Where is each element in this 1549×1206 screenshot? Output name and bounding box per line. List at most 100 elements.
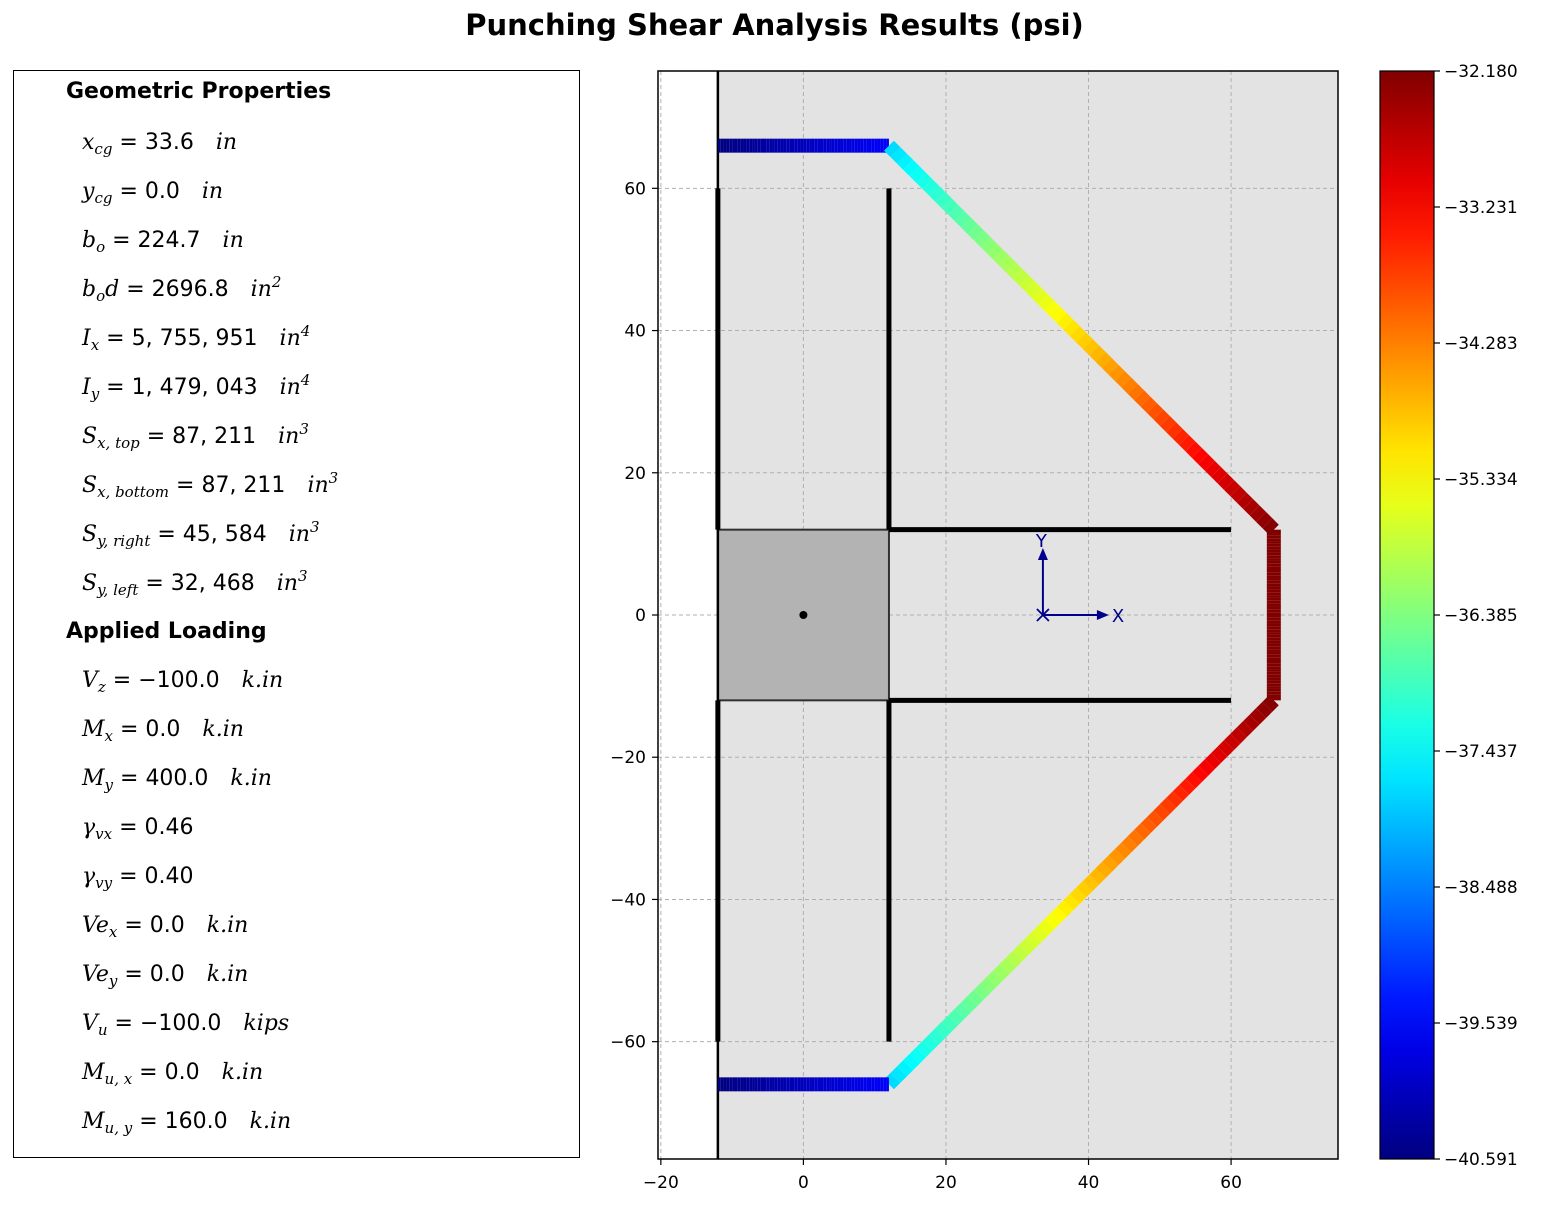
property-symbol: x [82,130,95,155]
critical-section-segment [980,976,997,994]
critical-section-segment [1070,887,1087,904]
critical-section-segment [1243,499,1260,516]
critical-section-segment [1185,441,1202,458]
critical-section-segment [1089,345,1106,362]
critical-section-segment [986,243,1003,260]
critical-section-segment [1211,746,1228,763]
property-value: 45, 584 [182,522,267,547]
critical-section-segment [1236,720,1254,738]
figure-title: Punching Shear Analysis Results (psi) [465,8,1084,42]
critical-section-segment [1134,823,1151,840]
property-value: 0.46 [144,815,194,840]
critical-section-segment [999,255,1016,273]
property-unit: in [215,130,238,155]
property-unit-exponent: 3 [297,567,308,585]
critical-section-segment [1147,403,1164,420]
critical-section-segment [1230,727,1247,744]
property-value: 87, 211 [172,424,257,449]
critical-section-segment [1249,708,1266,725]
critical-section-segment [954,1002,971,1019]
y-tick-label: 20 [624,464,646,484]
property-value: 1, 479, 043 [131,375,258,400]
property-unit: k.in [206,913,249,938]
critical-section-segment [1217,473,1234,490]
property-subscript: z [97,678,106,696]
y-tick-label: 60 [624,179,646,199]
critical-section-segment [909,1047,926,1064]
property-symbol: d [105,277,120,302]
property-unit: k.in [202,717,244,742]
property-symbol: I [82,326,91,351]
critical-section-segment [1082,339,1100,356]
property-value: 0.0 [164,1060,200,1085]
critical-section-segment [903,159,920,177]
critical-section-segment [1166,791,1183,808]
critical-section-segment [1127,829,1145,847]
centroid-x-label: X [1112,606,1124,627]
critical-section-segment [993,249,1010,266]
property-line: Vey = 0.0 k.in [82,962,249,990]
critical-section-segment [1076,880,1093,898]
critical-section-segment [967,989,984,1007]
critical-section-segment [1018,275,1036,292]
critical-section-segment [986,970,1003,987]
critical-section-segment [1082,874,1100,891]
property-symbol: S [82,522,98,547]
critical-section-segment [1063,893,1080,911]
property-unit: in [278,424,300,449]
property-line: γvy = 0.40 [82,864,194,892]
critical-section-segment [1223,733,1241,751]
critical-section-segment [1102,358,1119,375]
critical-section-segment [1114,842,1132,859]
property-subscript: vx [95,825,113,843]
property-line: Sy, right = 45, 584 in3 [82,518,320,550]
property-value: 33.6 [144,130,194,155]
property-unit-exponent: 3 [299,420,309,438]
colorbar [1380,71,1434,1159]
colorbar-tick-label: −40.591 [1444,1150,1518,1170]
property-line: Vex = 0.0 k.in [82,913,249,941]
property-unit: in [250,277,272,302]
property-subscript: y [104,776,114,794]
critical-section-segment [909,166,926,183]
property-line: Mu, y = 160.0 k.in [82,1109,292,1137]
critical-section-segment [922,179,939,196]
property-subscript: y, right [97,532,151,550]
critical-section-segment [1153,409,1170,426]
critical-section-segment [1025,932,1042,949]
property-value: 32, 468 [170,571,255,596]
property-subscript: y, left [97,581,139,599]
properties-panel: Geometric Properties xcg = 33.6 in ycg = 0.… [13,70,580,1158]
critical-section-segment [1121,836,1138,853]
critical-section-segment [1076,332,1093,350]
critical-section [717,138,1281,1092]
property-value: 0.0 [145,717,181,742]
critical-section-segment [1223,479,1241,497]
critical-section-segment [928,185,946,202]
property-subscript: x [90,336,100,354]
critical-section-segment [1095,351,1113,369]
y-tick-label: 0 [635,606,646,626]
x-tick-label: 60 [1220,1173,1242,1193]
x-arrow-icon [1096,610,1109,620]
critical-section-segment [1140,816,1157,834]
critical-section-segment [1153,804,1170,821]
critical-section-segment [1012,944,1029,962]
property-value: 160.0 [164,1109,228,1134]
property-symbol: M [82,717,105,742]
y-tick-label: −60 [610,1033,646,1053]
critical-section-segment [967,223,984,241]
critical-section-segment [1204,460,1222,478]
property-unit: in [276,571,298,596]
critical-section-segment [1198,759,1215,776]
property-symbol: V [82,1011,98,1036]
critical-section-segment [903,1053,920,1071]
centroid-cross-icon [1036,608,1050,622]
critical-section-segment [1134,390,1151,407]
critical-section-segment [973,983,991,1000]
column-centroid-marker [799,611,808,619]
property-value: 87, 211 [201,473,286,498]
property-symbol: γ [82,864,96,889]
critical-section-segment [1005,951,1023,968]
property-subscript: u, y [104,1119,133,1137]
